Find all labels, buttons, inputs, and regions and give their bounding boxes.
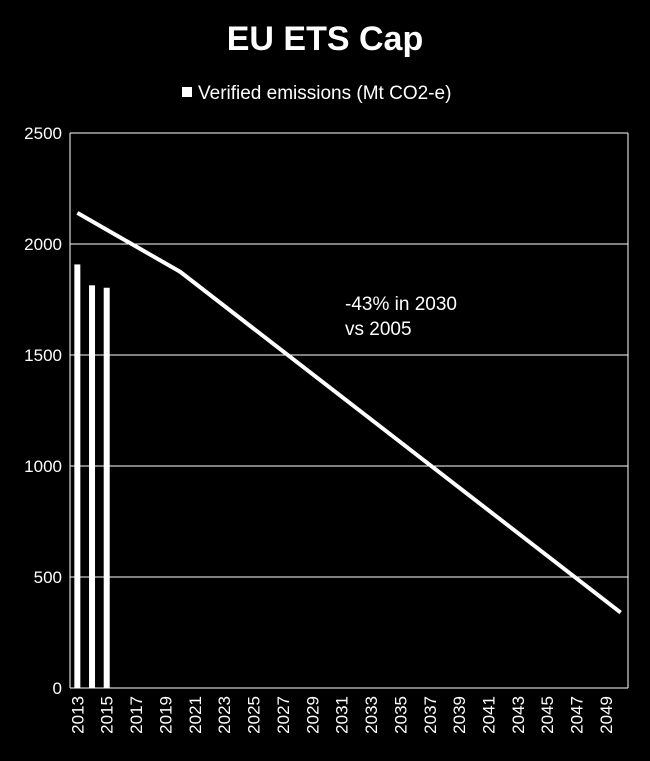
emissions-bar [89, 285, 96, 688]
x-tick-label: 2015 [98, 696, 117, 734]
chart-title: EU ETS Cap [227, 20, 423, 58]
cap-line-group [76, 211, 622, 615]
x-tick-label: 2021 [186, 696, 205, 734]
x-tick-label: 2025 [245, 696, 264, 734]
x-tick-label: 2013 [68, 696, 87, 734]
y-tick-label: 500 [34, 568, 62, 587]
y-tick-label: 2500 [24, 124, 62, 143]
legend-label: Verified emissions (Mt CO2-e) [198, 83, 451, 104]
x-tick-label: 2045 [538, 696, 557, 734]
x-tick-label: 2039 [450, 696, 469, 734]
x-tick-label: 2043 [509, 696, 528, 734]
x-tick-label: 2037 [421, 696, 440, 734]
gridlines [69, 132, 629, 689]
y-tick-label: 0 [53, 679, 62, 698]
annotation-line-1: -43% in 2030 [345, 294, 457, 315]
x-tick-label: 2029 [303, 696, 322, 734]
x-tick-label: 2033 [362, 696, 381, 734]
x-tick-label: 2023 [215, 696, 234, 734]
legend-swatch [182, 87, 192, 97]
x-tick-label: 2031 [333, 696, 352, 734]
emissions-bar [103, 287, 110, 688]
x-tick-label: 2041 [480, 696, 499, 734]
y-axis-ticks: 0 500 1000 1500 2000 2500 [24, 124, 62, 698]
cap-line [76, 211, 622, 615]
x-tick-label: 2035 [391, 696, 410, 734]
y-tick-label: 1000 [24, 457, 62, 476]
emissions-bar [74, 264, 81, 688]
bars [74, 264, 110, 688]
annotation: -43% in 2030 vs 2005 [345, 294, 457, 340]
x-tick-label: 2027 [274, 696, 293, 734]
annotation-line-2: vs 2005 [345, 319, 412, 340]
legend: Verified emissions (Mt CO2-e) [182, 83, 451, 104]
y-tick-label: 1500 [24, 346, 62, 365]
x-axis-ticks: 2013 2015 2017 2019 2021 2023 2025 2027 2029 2031… [68, 696, 616, 734]
x-tick-label: 2047 [568, 696, 587, 734]
y-tick-label: 2000 [24, 235, 62, 254]
x-tick-label: 2049 [597, 696, 616, 734]
x-tick-label: 2017 [127, 696, 146, 734]
x-tick-label: 2019 [156, 696, 175, 734]
